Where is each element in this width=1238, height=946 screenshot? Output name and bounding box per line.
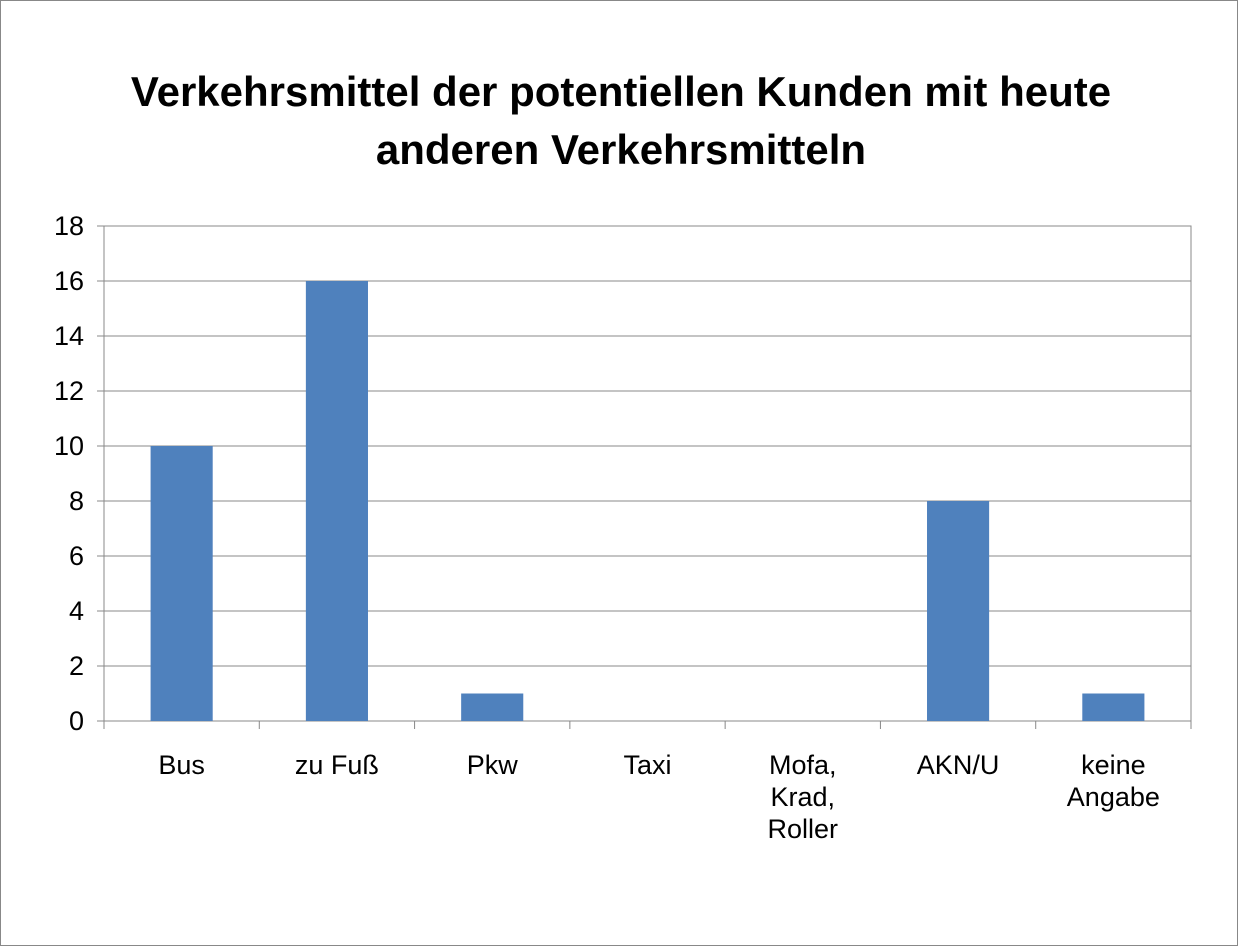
bar [305,281,368,721]
y-tick-label: 2 [68,651,84,681]
bar [150,446,213,721]
y-tick-label: 14 [53,321,84,351]
x-tick-label: Pkw [466,750,518,780]
y-tick-label: 10 [53,431,84,461]
chart-title: Verkehrsmittel der potentiellen Kunden m… [130,68,1112,173]
bar [1082,693,1145,721]
x-tick-label: AKN/U [916,750,1000,780]
x-tick-label: Bus [158,750,205,780]
y-tick-label: 12 [53,376,84,406]
x-tick-label: Mofa, Krad, Roller [767,750,839,844]
x-tick-label: zu Fuß [294,750,379,780]
plot-border [103,225,1192,722]
x-tick-label: keine Angabe [1066,750,1160,812]
y-tick-label: 18 [53,211,84,241]
y-tick-label: 0 [68,706,84,736]
y-tick-label: 8 [68,486,84,516]
y-tick-label: 6 [68,541,84,571]
x-tick-label: Taxi [623,750,672,780]
bar [461,693,524,721]
y-tick-label: 16 [53,266,84,296]
y-tick-label: 4 [68,596,84,626]
bar [927,501,990,721]
